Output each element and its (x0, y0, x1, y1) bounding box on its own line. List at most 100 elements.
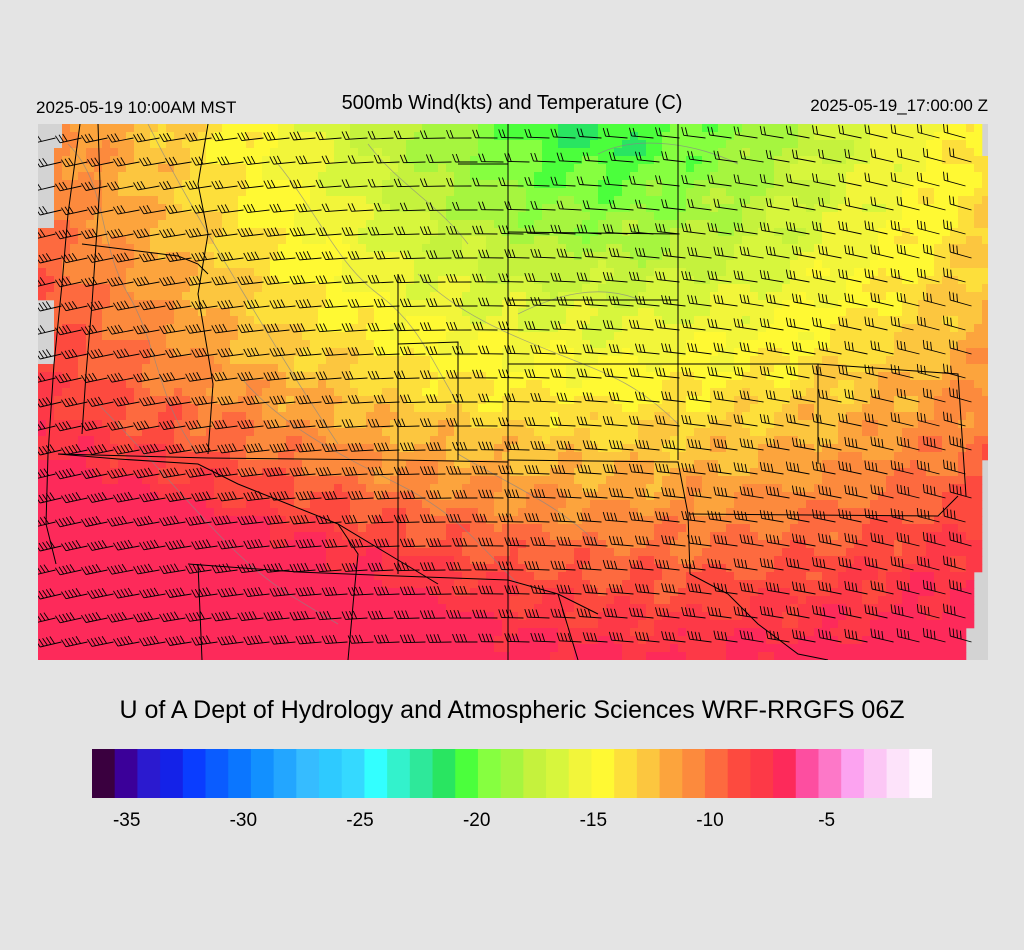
wind-barb (628, 607, 654, 619)
colorbar-tick-label: -20 (462, 810, 491, 831)
wind-barb (785, 509, 810, 523)
wind-barb (733, 558, 758, 571)
wind-barb (812, 269, 836, 283)
wind-barb (602, 607, 628, 619)
wind-barb (211, 563, 238, 574)
wind-barb (530, 344, 556, 355)
wind-barb (295, 203, 322, 213)
wind-barb (393, 418, 420, 428)
wind-barb (373, 442, 400, 452)
colorbar-swatch (432, 749, 456, 798)
wind-barb (949, 579, 972, 595)
wind-barb (634, 151, 660, 163)
wind-barb (634, 583, 660, 595)
wind-barb (321, 490, 348, 501)
wind-barb (707, 510, 732, 523)
wind-barb (211, 419, 238, 430)
wind-barb (341, 418, 368, 428)
wind-barb (661, 343, 686, 355)
wind-barb (530, 536, 556, 547)
wind-barb (655, 607, 680, 619)
wind-barb (838, 316, 862, 331)
wind-barb (870, 580, 894, 595)
wind-barb (315, 275, 342, 285)
wind-barb (890, 508, 914, 523)
wind-barb (165, 300, 192, 310)
wind-barb (295, 490, 322, 501)
colorbar-swatch (455, 749, 479, 798)
wind-barb (269, 299, 296, 309)
local-time-label: 2025-05-19 10:00AM MST (36, 98, 237, 117)
wind-barb (949, 435, 972, 451)
wind-barb (237, 323, 264, 334)
colorbar-tick-label: -25 (346, 810, 374, 831)
wind-barb (943, 555, 966, 571)
wind-barb (393, 466, 420, 476)
wind-barb (367, 130, 394, 140)
wind-barb (524, 560, 550, 571)
wind-barb (818, 629, 842, 643)
wind-barb (367, 562, 394, 572)
colorbar-swatch (818, 749, 842, 798)
colorbar-swatch (614, 749, 638, 798)
wind-barb (655, 559, 680, 571)
wind-barb (185, 515, 212, 526)
wind-barb (687, 390, 712, 403)
wind-barb (864, 508, 888, 523)
wind-barb (530, 584, 556, 595)
wind-barb (864, 172, 888, 187)
wind-barb (582, 488, 608, 499)
wind-barb (159, 420, 186, 431)
colorbar-swatch (273, 749, 297, 798)
wind-barb (765, 533, 790, 547)
wind-barb (113, 635, 140, 647)
wind-barb (634, 439, 660, 451)
wind-barb (191, 539, 218, 550)
wind-barb (211, 180, 238, 190)
wind-barb (191, 299, 218, 310)
wind-barb (425, 154, 452, 163)
wind-barb (373, 586, 400, 596)
wind-barb (133, 372, 160, 383)
wind-barb (576, 560, 602, 571)
wind-barb (185, 563, 212, 574)
wind-barb (425, 634, 452, 643)
wind-barb (185, 180, 212, 190)
colorbar-swatch (750, 749, 774, 798)
wind-barb (943, 267, 966, 283)
wind-barb (504, 345, 530, 355)
wind-barb (55, 612, 82, 624)
wind-barb (922, 387, 946, 403)
wind-barb (785, 317, 810, 331)
wind-barb (838, 220, 862, 235)
wind-barb (608, 535, 634, 547)
colorbar-swatch (364, 749, 388, 798)
wind-barb (321, 395, 348, 405)
wind-barb (498, 321, 524, 331)
wind-barb (922, 243, 946, 259)
wind-barb (655, 175, 680, 187)
wind-barb (133, 228, 160, 239)
colorbar-swatch (409, 749, 434, 798)
wind-barbs (38, 124, 972, 648)
wind-barb (733, 366, 758, 379)
wind-barb (765, 341, 790, 355)
wind-barb (922, 531, 946, 547)
wind-barb (870, 484, 894, 499)
wind-barb (739, 198, 764, 211)
wind-barb (321, 203, 348, 213)
wind-barb (315, 323, 342, 333)
wind-barb (524, 128, 550, 139)
wind-barb (472, 465, 498, 475)
wind-barb (165, 635, 192, 646)
wind-barb (949, 195, 972, 211)
wind-barb (399, 346, 426, 356)
wind-barb (243, 251, 270, 262)
wind-barb (530, 152, 556, 163)
wind-barb (237, 275, 264, 286)
wind-barb (818, 293, 842, 307)
wind-barb (217, 539, 244, 550)
wind-barb (452, 393, 478, 403)
credit-line: U of A Dept of Hydrology and Atmospheric… (119, 696, 905, 724)
wind-barb (943, 219, 966, 235)
